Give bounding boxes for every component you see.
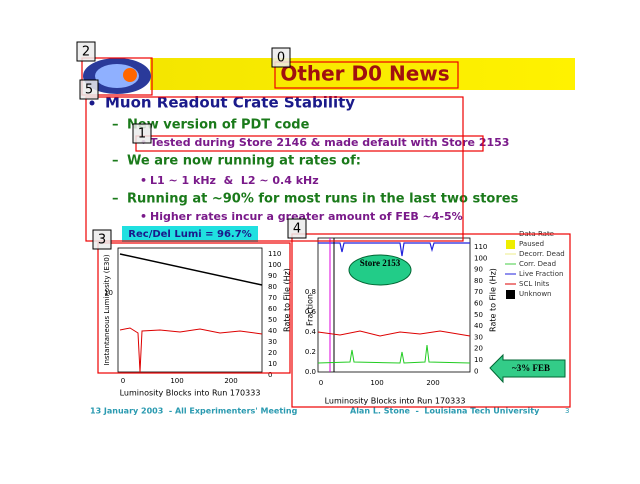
title: Other D0 News — [280, 62, 449, 86]
annotation-number: 4 — [293, 222, 301, 237]
legend-entry: Corr. Dead — [519, 260, 556, 268]
logo — [83, 58, 151, 94]
y-tick: 0.4 — [305, 328, 317, 336]
legend-entry: SCL Inits — [519, 280, 550, 288]
y2-tick: 80 — [474, 277, 483, 285]
svg-text:•: • — [140, 174, 147, 187]
svg-text:–: – — [112, 154, 119, 169]
svg-text:–: – — [112, 192, 119, 207]
y-tick: 0.6 — [305, 308, 317, 316]
annotation-number: 1 — [138, 127, 146, 142]
y2-tick: 0 — [268, 371, 272, 379]
lumi-box — [122, 226, 258, 242]
legend-entry: Live Fraction — [519, 270, 563, 278]
x-tick: 100 — [170, 377, 183, 385]
y2-tick: 40 — [474, 322, 483, 330]
annotation-tag — [76, 41, 96, 62]
y-tick: 0.0 — [305, 368, 316, 376]
bullet: Running at ~90% for most runs in the las… — [127, 192, 519, 207]
annotation-tag — [92, 229, 112, 250]
annotation-number: 0 — [277, 51, 285, 66]
page-number: 3 — [565, 407, 569, 415]
y2-tick: 70 — [474, 288, 483, 296]
lumi-text: Rec/Del Lumi = 96.7% — [128, 229, 251, 240]
y2-tick: 100 — [268, 261, 281, 269]
y-tick: 10 — [104, 289, 113, 297]
y2-tick: 0 — [474, 367, 478, 375]
y-tick: 0.2 — [305, 348, 316, 356]
annotation-boxes — [81, 57, 571, 408]
legend-entry: Paused — [519, 240, 544, 248]
y2-tick: 50 — [268, 316, 277, 324]
footer-left: 13 January 2003 - All Experimenters' Mee… — [90, 407, 298, 416]
bullet: New version of PDT code — [127, 118, 310, 133]
y2-tick: 80 — [268, 283, 277, 291]
y-label: Fraction — [306, 294, 315, 326]
y2-tick: 30 — [268, 338, 277, 346]
x-label: Luminosity Blocks into Run 170333 — [325, 397, 466, 406]
annotation-tag — [271, 47, 291, 68]
x-tick: 100 — [370, 379, 383, 387]
legend-swatch — [506, 290, 515, 299]
y2-tick: 90 — [474, 266, 483, 274]
annotation-number: 3 — [98, 233, 106, 248]
y2-tick: 110 — [474, 243, 487, 251]
legend-entry: Unknown — [519, 290, 552, 298]
y2-tick: 60 — [268, 305, 277, 313]
x-tick: 0 — [319, 379, 323, 387]
svg-text:•: • — [140, 210, 147, 223]
y2-tick: 100 — [474, 254, 487, 262]
annotation-number: 5 — [85, 83, 93, 98]
legend-entry: Decorr. Dead — [519, 250, 565, 258]
sub-bullet: Tested during Store 2146 & made default … — [150, 136, 509, 149]
annotation-number: 2 — [82, 45, 90, 60]
y-tick: 0.8 — [305, 288, 316, 296]
annotation-tag — [287, 218, 307, 239]
sub-bullet: L1 ~ 1 kHz & L2 ~ 0.4 kHz — [150, 174, 319, 187]
svg-text:–: – — [112, 118, 119, 133]
section-heading: Muon Readout Crate Stability — [105, 94, 355, 112]
x-label: Luminosity Blocks into Run 170333 — [120, 389, 261, 398]
y2-tick: 10 — [474, 356, 483, 364]
y2-tick: 10 — [268, 360, 277, 368]
left-plot: Instantaneous Luminosity (E30) 10 Rate t… — [103, 247, 292, 398]
y2-tick: 20 — [474, 345, 483, 353]
y2-tick: 50 — [474, 311, 483, 319]
y2-tick: 110 — [268, 250, 281, 258]
y2-label: Rate to File (Hz) — [283, 268, 292, 332]
y2-tick: 20 — [268, 349, 277, 357]
title-bar — [150, 58, 575, 90]
y2-tick: 90 — [268, 272, 277, 280]
legend-swatch — [506, 240, 515, 249]
x-tick: 200 — [224, 377, 237, 385]
y-label: Instantaneous Luminosity (E30) — [103, 254, 111, 365]
bullet: We are now running at rates of: — [127, 154, 361, 169]
y2-tick: 30 — [474, 333, 483, 341]
x-tick: 200 — [426, 379, 439, 387]
y2-label: Rate to File (Hz) — [489, 268, 498, 332]
annotation-tag — [79, 79, 99, 100]
store-label: Store 2153 — [360, 258, 401, 268]
right-plot: Store 2153 Fraction Rate to File (Hz) 0.… — [305, 230, 566, 406]
y2-tick: 60 — [474, 300, 483, 308]
annotation-tag — [132, 123, 152, 144]
x-tick: 0 — [121, 377, 125, 385]
y2-tick: 40 — [268, 327, 277, 335]
y2-tick: 70 — [268, 294, 277, 302]
feb-label: ~3% FEB — [512, 363, 550, 373]
footer-right: Alan L. Stone - Louisiana Tech Universit… — [350, 407, 540, 416]
sub-bullet: Higher rates incur a greater amount of F… — [150, 210, 463, 223]
